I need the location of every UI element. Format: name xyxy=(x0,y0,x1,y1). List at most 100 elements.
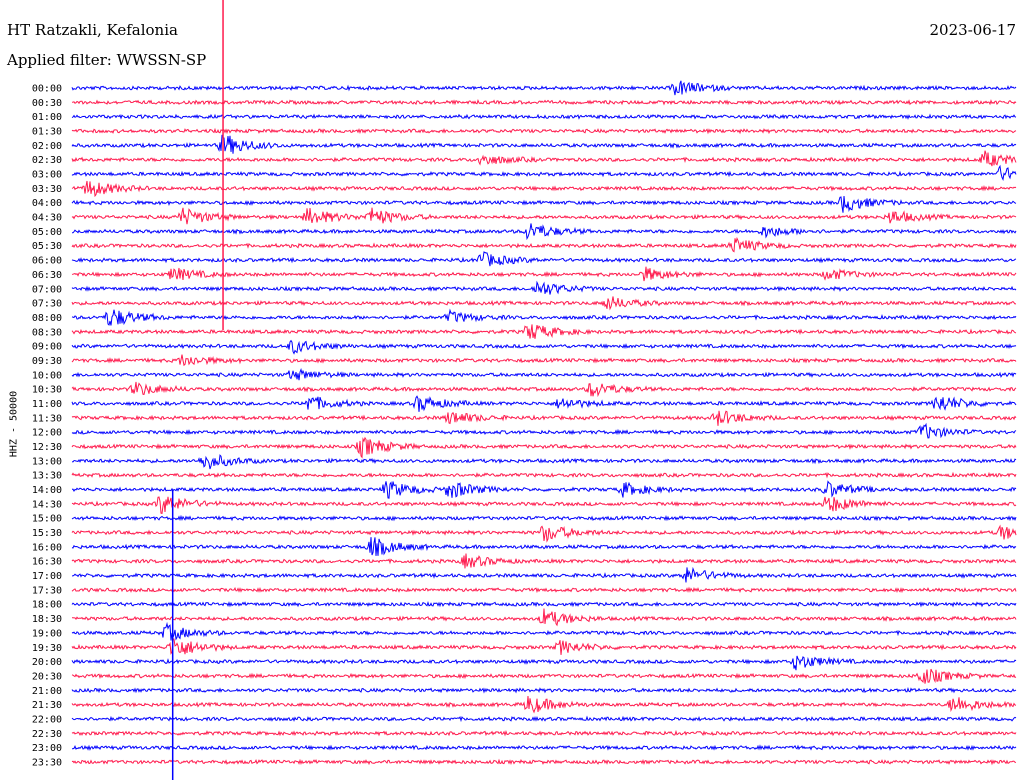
row-time-label: 16:00 xyxy=(32,542,62,553)
row-time-label: 11:00 xyxy=(32,399,62,410)
trace-line xyxy=(71,280,1017,295)
trace-line xyxy=(71,354,1017,367)
trace-line xyxy=(71,586,1017,594)
row-time-label: 22:00 xyxy=(32,714,62,725)
trace-line xyxy=(71,496,1017,514)
filter-label: Applied filter: WWSSN-SP xyxy=(7,51,207,69)
row-time-label: 13:30 xyxy=(32,471,62,482)
row-time-label: 03:00 xyxy=(32,170,62,181)
trace-line xyxy=(71,537,1017,556)
trace-line xyxy=(71,471,1017,479)
row-time-label: 12:30 xyxy=(32,442,62,453)
trace-line xyxy=(71,164,1017,181)
row-time-label: 14:00 xyxy=(32,485,62,496)
trace-line xyxy=(71,524,1017,543)
trace-line xyxy=(71,80,1017,96)
row-time-label: 04:30 xyxy=(32,213,62,224)
row-time-label: 10:30 xyxy=(32,385,62,396)
trace-line xyxy=(71,422,1017,439)
trace-line xyxy=(71,195,1017,213)
trace-line xyxy=(71,696,1017,714)
row-time-label: 01:30 xyxy=(32,127,62,138)
row-time-label: 10:00 xyxy=(32,370,62,381)
trace-line xyxy=(71,600,1017,608)
trace-line xyxy=(71,236,1017,253)
trace-line xyxy=(71,410,1017,426)
trace-line xyxy=(71,251,1017,267)
row-time-label: 18:00 xyxy=(32,600,62,611)
row-time-label: 21:00 xyxy=(32,686,62,697)
trace-line xyxy=(71,324,1017,339)
trace-line xyxy=(71,207,1017,225)
trace-line xyxy=(71,436,1017,459)
row-time-label: 11:30 xyxy=(32,413,62,424)
trace-line xyxy=(71,113,1017,120)
row-time-label: 16:30 xyxy=(32,557,62,568)
trace-line xyxy=(71,150,1017,167)
trace-line xyxy=(71,180,1017,198)
row-time-label: 09:30 xyxy=(32,356,62,367)
trace-line xyxy=(71,715,1017,723)
row-time-label: 19:00 xyxy=(32,628,62,639)
trace-line xyxy=(71,514,1017,522)
row-time-label: 06:00 xyxy=(32,256,62,267)
trace-line xyxy=(71,454,1017,470)
trace-line xyxy=(71,308,1017,326)
row-time-label: 12:00 xyxy=(32,428,62,439)
trace-line xyxy=(71,381,1017,398)
row-time-label: 06:30 xyxy=(32,270,62,281)
trace-line xyxy=(72,566,1017,583)
row-time-label: 17:30 xyxy=(32,585,62,596)
row-time-label: 20:00 xyxy=(32,657,62,668)
row-time-label: 15:00 xyxy=(32,514,62,525)
row-time-label: 20:30 xyxy=(32,671,62,682)
row-time-label: 07:00 xyxy=(32,284,62,295)
row-time-label: 14:30 xyxy=(32,499,62,510)
row-time-label: 23:00 xyxy=(32,743,62,754)
row-time-label: 00:30 xyxy=(32,98,62,109)
trace-line xyxy=(71,729,1017,737)
station-title: HT Ratzakli, Kefalonia xyxy=(7,21,178,39)
trace-line xyxy=(71,127,1017,135)
row-time-label: 05:00 xyxy=(32,227,62,238)
row-time-label: 01:00 xyxy=(32,112,62,123)
row-time-label: 03:30 xyxy=(32,184,62,195)
trace-line xyxy=(71,758,1017,766)
row-time-label: 21:30 xyxy=(32,700,62,711)
row-time-label: 22:30 xyxy=(32,729,62,740)
row-time-label: 04:00 xyxy=(32,198,62,209)
trace-line xyxy=(71,480,1017,499)
date-label: 2023-06-17 xyxy=(929,21,1016,39)
trace-line xyxy=(71,266,1017,282)
row-time-label: 08:30 xyxy=(32,327,62,338)
trace-line xyxy=(71,638,1017,655)
row-time-label: 00:00 xyxy=(32,84,62,95)
row-time-label: 02:00 xyxy=(32,141,62,152)
trace-line xyxy=(71,687,1017,694)
trace-line xyxy=(71,655,1017,671)
row-time-label: 05:30 xyxy=(32,241,62,252)
trace-line xyxy=(71,134,1017,154)
row-time-label: 09:00 xyxy=(32,342,62,353)
trace-line xyxy=(72,223,1017,241)
row-time-label: 23:30 xyxy=(32,757,62,768)
trace-line xyxy=(72,608,1017,627)
trace-line xyxy=(71,339,1017,355)
trace-line xyxy=(71,553,1017,569)
trace-line xyxy=(71,99,1017,106)
trace-line xyxy=(71,395,1017,412)
row-time-label: 07:30 xyxy=(32,299,62,310)
trace-line xyxy=(71,367,1017,381)
trace-line xyxy=(72,744,1017,751)
row-time-label: 18:30 xyxy=(32,614,62,625)
row-time-label: 19:30 xyxy=(32,643,62,654)
trace-line xyxy=(71,668,1017,684)
trace-line xyxy=(71,621,1017,641)
row-time-label: 15:30 xyxy=(32,528,62,539)
trace-line xyxy=(71,296,1017,311)
row-time-label: 17:00 xyxy=(32,571,62,582)
row-time-label: 08:00 xyxy=(32,313,62,324)
row-time-label: 13:00 xyxy=(32,456,62,467)
row-time-label: 02:30 xyxy=(32,155,62,166)
